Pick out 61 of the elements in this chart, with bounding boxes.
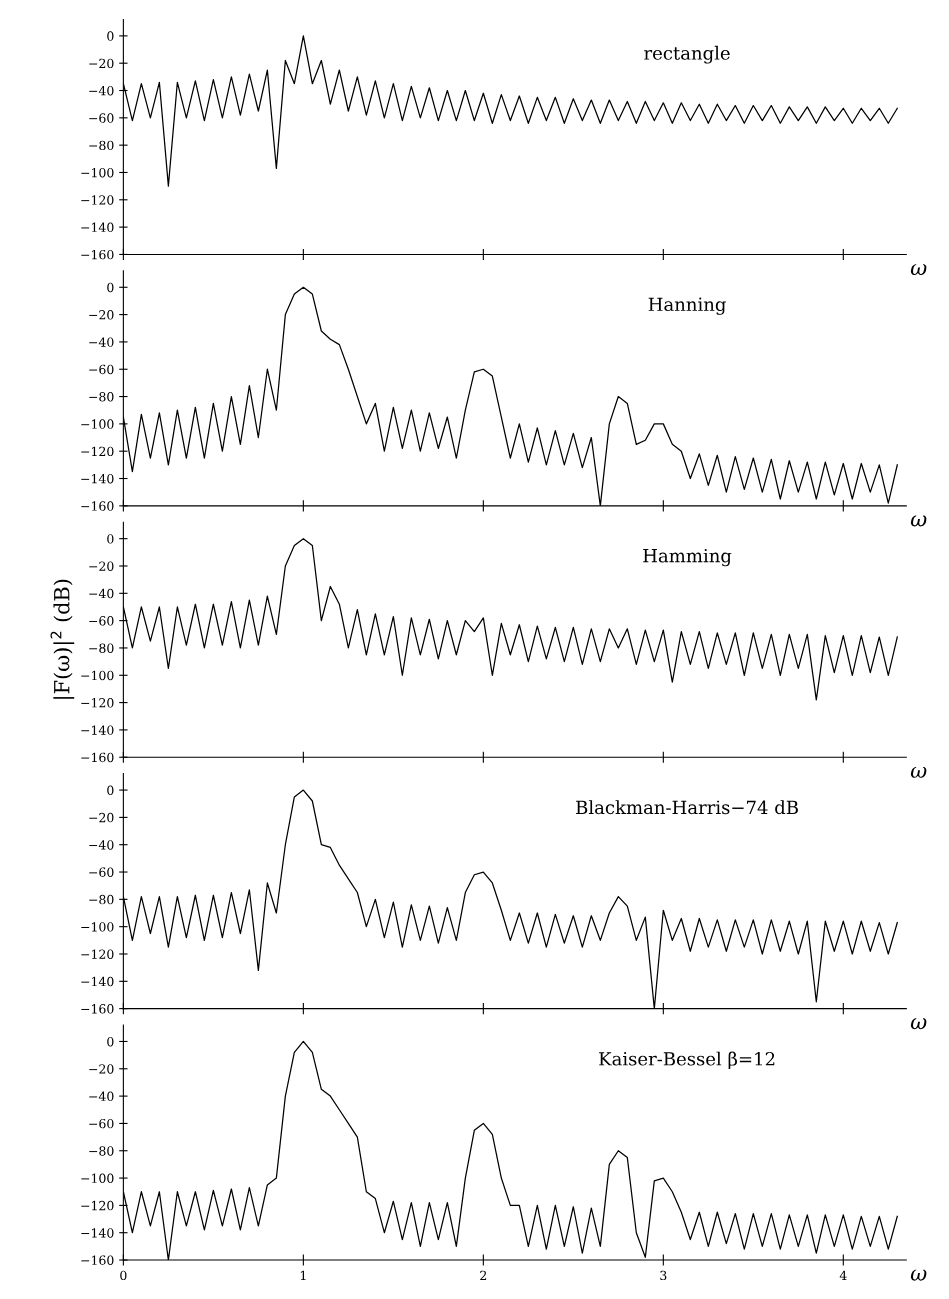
x-axis-title: ω xyxy=(910,515,927,527)
y-tick-label: 0 xyxy=(107,785,114,795)
y-tick-label: −20 xyxy=(89,561,114,571)
x-axis-title: ω xyxy=(910,1018,927,1030)
text: Kaiser-Bessel β=12 xyxy=(599,1051,775,1070)
y-tick-label: −140 xyxy=(81,473,114,484)
x-tick-label: 4 xyxy=(839,1270,847,1280)
x-tick-label: 0 xyxy=(120,1270,127,1281)
y-tick-label: −20 xyxy=(89,310,114,320)
y-tick-label: −40 xyxy=(89,85,114,96)
y-tick-label: −160 xyxy=(81,1255,114,1265)
x-axis-title: ω xyxy=(910,766,927,778)
y-tick-label: −80 xyxy=(89,140,114,151)
y-tick-label: −60 xyxy=(89,616,114,626)
y-tick-label: −60 xyxy=(89,867,114,877)
y-tick-label: −140 xyxy=(81,976,114,987)
y-tick-label: −60 xyxy=(89,1118,114,1129)
x-tick-label: 1 xyxy=(300,1270,306,1280)
y-tick-label: −140 xyxy=(81,222,114,233)
y-tick-label: −80 xyxy=(89,392,114,402)
y-tick-label: −120 xyxy=(81,949,114,959)
y-tick-label: −140 xyxy=(81,1228,114,1238)
y-tick-label: −100 xyxy=(81,419,114,429)
y-tick-label: −60 xyxy=(89,113,114,123)
y-tick-label: −80 xyxy=(89,643,114,653)
x-tick-label: 3 xyxy=(660,1270,667,1281)
text: Hamming xyxy=(643,548,732,567)
y-tick-label: 0 xyxy=(107,534,114,544)
y-tick-label: −120 xyxy=(81,698,114,708)
y-tick-label: −20 xyxy=(89,58,114,69)
y-tick-label: −40 xyxy=(89,588,114,599)
y-tick-label: 0 xyxy=(107,1036,114,1047)
text: Blackman-Harris−74 dB xyxy=(576,800,798,815)
y-tick-label: −100 xyxy=(81,670,114,681)
y-tick-label: −80 xyxy=(89,894,114,905)
text: rectangle xyxy=(644,45,730,64)
y-tick-label: −160 xyxy=(81,501,114,511)
y-tick-label: −160 xyxy=(81,249,114,260)
y-tick-label: −80 xyxy=(89,1146,114,1156)
y-tick-label: −160 xyxy=(81,752,114,763)
y-tick-label: −20 xyxy=(89,1064,114,1074)
y-axis-title: |F(ω)|$^{2}$ (dB) xyxy=(50,579,75,699)
y-tick-label: 0 xyxy=(107,282,114,293)
text: Hanning xyxy=(648,297,726,315)
y-tick-label: −120 xyxy=(81,195,114,205)
y-tick-label: −100 xyxy=(81,922,114,932)
y-tick-label: −160 xyxy=(81,1004,114,1014)
x-tick-label: 2 xyxy=(480,1270,487,1280)
y-tick-label: −120 xyxy=(81,1200,114,1211)
y-tick-label: −40 xyxy=(89,1091,114,1102)
y-tick-label: 0 xyxy=(107,31,114,41)
y-tick-label: −100 xyxy=(81,1173,114,1183)
y-tick-label: −20 xyxy=(89,812,114,823)
y-tick-label: −40 xyxy=(89,840,114,850)
y-tick-label: −100 xyxy=(81,167,114,178)
y-tick-label: −120 xyxy=(81,446,114,457)
y-tick-label: −60 xyxy=(89,364,114,375)
y-tick-label: −40 xyxy=(89,337,114,347)
x-axis-title: ω xyxy=(910,264,927,276)
x-axis-title: ω xyxy=(910,1269,927,1281)
y-tick-label: −140 xyxy=(81,725,114,735)
